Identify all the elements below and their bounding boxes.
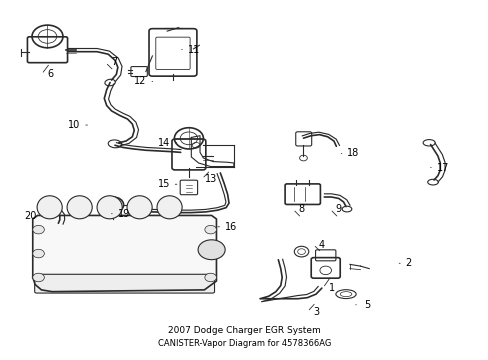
Circle shape: [204, 273, 216, 282]
Text: 12: 12: [134, 76, 146, 86]
Text: 14: 14: [157, 138, 169, 148]
Text: 19: 19: [117, 209, 129, 219]
Text: 1: 1: [328, 283, 334, 293]
Polygon shape: [33, 215, 216, 292]
Text: 4: 4: [318, 239, 324, 249]
Circle shape: [33, 225, 44, 234]
Text: 20: 20: [24, 211, 37, 221]
Circle shape: [33, 249, 44, 258]
Ellipse shape: [157, 196, 182, 219]
Circle shape: [198, 240, 224, 260]
Text: 17: 17: [436, 163, 448, 172]
Text: 2: 2: [405, 258, 411, 268]
Text: 16: 16: [224, 222, 237, 232]
Text: 2007 Dodge Charger EGR System: 2007 Dodge Charger EGR System: [168, 326, 320, 335]
Text: 13: 13: [204, 174, 216, 184]
Circle shape: [33, 273, 44, 282]
Text: 9: 9: [335, 204, 341, 214]
Text: CANISTER-Vapor Diagram for 4578366AG: CANISTER-Vapor Diagram for 4578366AG: [158, 338, 330, 347]
Text: 8: 8: [298, 204, 304, 214]
Ellipse shape: [127, 196, 152, 219]
Ellipse shape: [37, 196, 62, 219]
Text: 5: 5: [364, 300, 370, 310]
Text: 11: 11: [187, 45, 200, 55]
Text: 6: 6: [47, 69, 53, 79]
Circle shape: [204, 249, 216, 258]
Ellipse shape: [97, 196, 122, 219]
Text: 3: 3: [312, 307, 319, 317]
Ellipse shape: [67, 196, 92, 219]
Text: 7: 7: [111, 57, 117, 67]
Circle shape: [204, 225, 216, 234]
Text: 10: 10: [68, 120, 81, 130]
Text: 18: 18: [346, 148, 359, 158]
FancyBboxPatch shape: [35, 274, 214, 293]
Text: 15: 15: [157, 179, 170, 189]
